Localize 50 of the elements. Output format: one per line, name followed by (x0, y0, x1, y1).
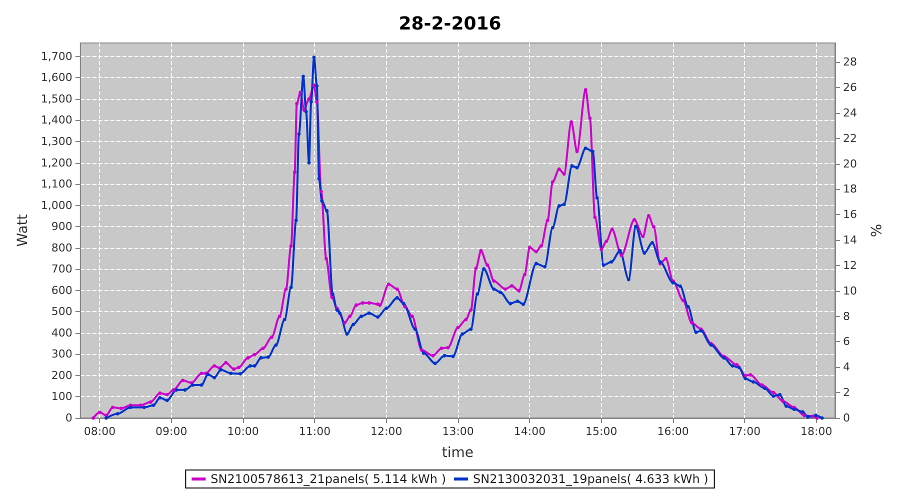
y2-tick-label: 28 (843, 56, 857, 69)
y-tick-label: 1,500 (40, 92, 72, 106)
x-tick-label: 08:00 (84, 425, 116, 438)
x-tick-label: 13:00 (442, 425, 474, 438)
x-tick-label: 10:00 (227, 425, 259, 438)
y2-tick-label: 20 (843, 157, 857, 170)
y-tick-label: 200 (51, 368, 72, 382)
y-tick-label: 400 (51, 326, 72, 340)
y-tick-label: 500 (51, 305, 72, 318)
y2-tick-label: 6 (843, 335, 850, 348)
y-tick-label: 1,000 (40, 198, 72, 212)
y-tick-label: 1,100 (40, 178, 72, 191)
y-tick-label: 1,200 (40, 156, 72, 170)
y2-tick-label: 4 (843, 360, 850, 374)
x-tick-label: 17:00 (728, 425, 761, 438)
y2-tick-label: 14 (843, 234, 857, 247)
y2-axis-title: % (866, 224, 883, 238)
y2-tick-label: 8 (843, 310, 850, 323)
chart-title: 28-2-2016 (398, 14, 502, 34)
y-axis-title: Watt (15, 214, 31, 247)
y-tick-label: 1,300 (40, 134, 72, 148)
legend-label: SN2130032031_19panels( 4.633 kWh ) (473, 472, 708, 486)
y-tick-label: 300 (51, 348, 72, 361)
y-tick-label: 1,700 (40, 50, 72, 63)
x-tick-label: 09:00 (156, 425, 188, 438)
y2-tick-label: 2 (843, 386, 850, 400)
legend-label: SN2100578613_21panels( 5.114 kWh ) (210, 472, 446, 486)
y-tick-label: 1,600 (40, 71, 72, 84)
x-tick-label: 11:00 (298, 425, 331, 438)
x-axis-title: time (442, 445, 474, 461)
y2-tick-label: 26 (843, 80, 857, 94)
y-tick-label: 1,400 (40, 114, 72, 127)
y2-tick-label: 16 (843, 208, 857, 222)
y-tick-label: 700 (51, 262, 72, 276)
x-tick-label: 14:00 (514, 425, 546, 438)
y-tick-label: 600 (51, 284, 72, 297)
x-tick-label: 18:00 (800, 425, 832, 438)
y-tick-label: 900 (51, 220, 72, 234)
x-tick-label: 12:00 (370, 425, 402, 438)
y2-tick-label: 0 (843, 412, 850, 424)
y-tick-label: 0 (65, 412, 72, 424)
x-tick-label: 15:00 (586, 425, 618, 438)
y2-tick-label: 12 (843, 258, 857, 272)
y2-tick-label: 18 (843, 182, 857, 196)
x-tick-label: 16:00 (657, 425, 689, 438)
y2-tick-label: 10 (843, 284, 857, 298)
y2-tick-label: 22 (843, 132, 857, 145)
y-tick-label: 800 (51, 241, 72, 254)
y2-tick-label: 24 (843, 106, 857, 120)
y-tick-label: 100 (51, 390, 72, 404)
